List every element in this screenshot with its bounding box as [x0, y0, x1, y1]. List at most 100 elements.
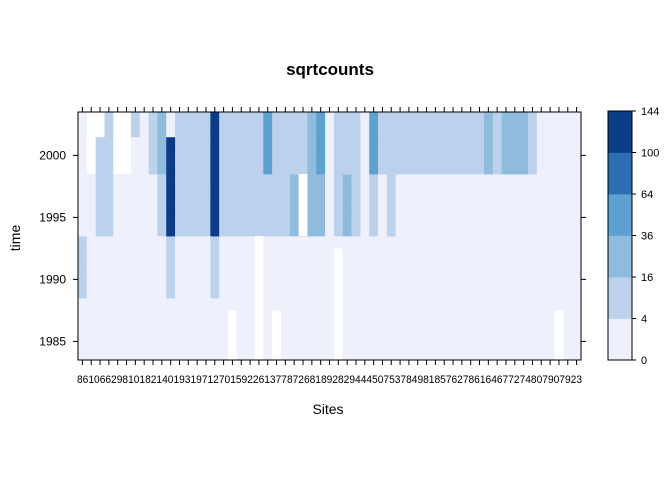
- color-key-swatch: [608, 277, 632, 319]
- chart-title: sqrtcounts: [286, 60, 374, 79]
- heatmap-cell: [386, 174, 397, 187]
- heatmap-cell: [289, 211, 300, 224]
- heatmap-cell: [78, 198, 88, 212]
- heatmap-cell: [378, 335, 388, 348]
- heatmap-cell: [210, 310, 220, 324]
- heatmap-cell: [439, 223, 450, 237]
- heatmap-cell: [175, 310, 185, 324]
- heatmap-cell: [272, 161, 282, 175]
- heatmap-cell: [563, 198, 573, 212]
- heatmap-cell: [210, 149, 220, 162]
- heatmap-cell: [351, 347, 361, 361]
- heatmap-cell: [263, 335, 273, 348]
- heatmap-cell: [201, 248, 211, 262]
- heatmap-cell: [219, 248, 229, 262]
- heatmap-cell: [475, 174, 485, 187]
- heatmap-cell: [413, 186, 423, 200]
- heatmap-cell: [166, 260, 176, 274]
- heatmap-cell: [422, 161, 432, 175]
- heatmap-cell: [236, 124, 247, 138]
- heatmap-cell: [351, 174, 361, 187]
- heatmap-cell: [360, 136, 370, 150]
- heatmap-cell: [263, 310, 273, 324]
- heatmap-cell: [413, 136, 423, 150]
- heatmap-cell: [545, 260, 555, 274]
- heatmap-cell: [219, 161, 229, 175]
- heatmap-cell: [210, 186, 220, 200]
- heatmap-cell: [501, 161, 511, 175]
- heatmap-cell: [457, 310, 467, 324]
- heatmap-cell: [148, 161, 158, 175]
- heatmap-cell: [201, 211, 211, 224]
- heatmap-cell: [175, 124, 185, 138]
- heatmap-cell: [192, 260, 202, 274]
- heatmap-cell: [157, 248, 167, 262]
- heatmap-cell: [545, 124, 555, 138]
- heatmap-cell: [104, 248, 114, 262]
- heatmap-cell: [113, 310, 123, 324]
- heatmap-cell: [263, 298, 273, 311]
- heatmap-cell: [183, 260, 194, 274]
- heatmap-cell: [386, 112, 397, 125]
- heatmap-cell: [510, 322, 520, 336]
- heatmap-cell: [342, 236, 352, 249]
- heatmap-cell: [104, 211, 114, 224]
- heatmap-cell: [430, 198, 441, 212]
- heatmap-cell: [130, 211, 141, 224]
- heatmap-cell: [369, 236, 379, 249]
- heatmap-cell: [457, 223, 467, 237]
- heatmap-cell: [78, 285, 88, 299]
- heatmap-cell: [360, 211, 370, 224]
- heatmap-cell: [113, 223, 123, 237]
- heatmap-cell: [298, 260, 308, 274]
- color-key-label: 0: [641, 355, 647, 367]
- heatmap-cell: [307, 273, 317, 286]
- heatmap-cell: [289, 136, 300, 150]
- heatmap-cell: [483, 273, 494, 286]
- heatmap-cell: [510, 161, 520, 175]
- heatmap-cell: [501, 149, 511, 162]
- heatmap-cell: [95, 260, 105, 274]
- heatmap-cell: [536, 174, 547, 187]
- heatmap-cell: [245, 248, 255, 262]
- heatmap-cell: [113, 322, 123, 336]
- heatmap-cell: [342, 273, 352, 286]
- heatmap-cell: [219, 136, 229, 150]
- heatmap-cell: [228, 124, 238, 138]
- heatmap-cell: [236, 149, 247, 162]
- heatmap-cell: [236, 322, 247, 336]
- heatmap-cell: [104, 260, 114, 274]
- heatmap-cell: [360, 223, 370, 237]
- heatmap-cell: [183, 347, 194, 361]
- heatmap-cell: [228, 149, 238, 162]
- heatmap-cell: [201, 223, 211, 237]
- heatmap-cell: [563, 112, 573, 125]
- heatmap-cell: [201, 161, 211, 175]
- heatmap-cell: [501, 298, 511, 311]
- color-key-swatch: [608, 152, 632, 195]
- heatmap-cell: [422, 273, 432, 286]
- heatmap-cell: [528, 223, 538, 237]
- heatmap-cell: [360, 273, 370, 286]
- heatmap-cell: [148, 260, 158, 274]
- heatmap-cell: [175, 260, 185, 274]
- heatmap-cell: [422, 310, 432, 324]
- heatmap-cell: [298, 136, 308, 150]
- heatmap-cell: [369, 322, 379, 336]
- heatmap-cell: [360, 310, 370, 324]
- heatmap-cell: [219, 236, 229, 249]
- heatmap-cell: [519, 136, 529, 150]
- heatmap-cell: [95, 310, 105, 324]
- heatmap-cell: [130, 124, 141, 138]
- heatmap-cell: [422, 260, 432, 274]
- heatmap-cell: [236, 174, 247, 187]
- heatmap-cell: [360, 285, 370, 299]
- heatmap-cell: [113, 174, 123, 187]
- heatmap-cell: [95, 174, 105, 187]
- heatmap-cell: [95, 236, 105, 249]
- color-key-label: 100: [641, 148, 659, 160]
- heatmap-cell: [386, 223, 397, 237]
- heatmap-cell: [475, 124, 485, 138]
- heatmap-cell: [219, 198, 229, 212]
- heatmap-cell: [430, 112, 441, 125]
